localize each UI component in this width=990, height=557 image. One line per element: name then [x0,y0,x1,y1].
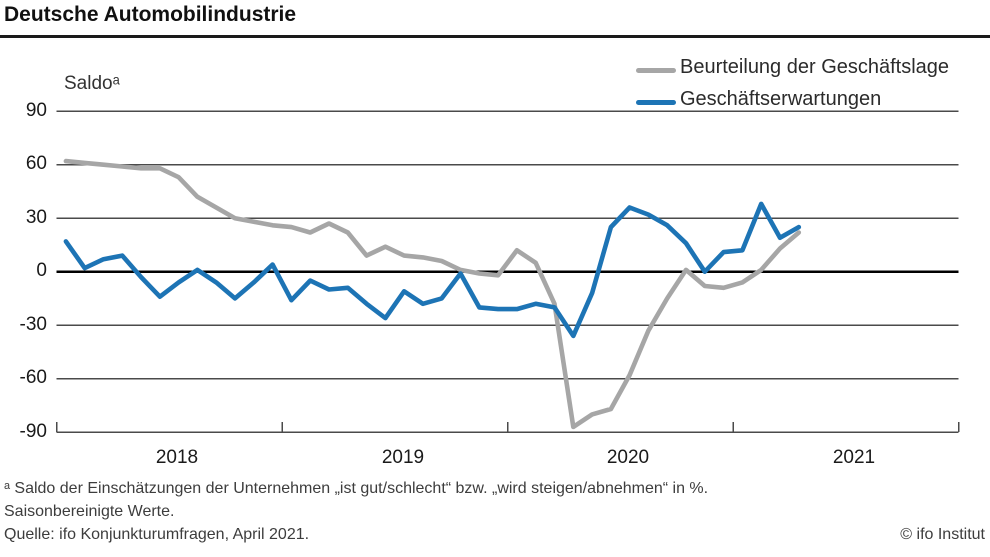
footnote-source: Quelle: ifo Konjunkturumfragen, April 20… [4,526,310,543]
footnote-line-2: Saisonbereinigte Werte. [4,503,175,520]
y-tick-60: 60 [25,153,47,174]
copyright-note: © ifo Institut [900,526,985,543]
y-tick-m90: -90 [19,421,47,442]
x-tick-2019: 2019 [381,447,425,468]
legend-item-erwartungen: Geschäftserwartungen [636,88,990,120]
legend-label-lage: Beurteilung der Geschäftslage [680,56,950,78]
x-tick-2021: 2021 [832,447,876,468]
series-line-erwartungen [63,201,802,339]
legend-swatch-erwartungen [636,100,676,105]
y-axis-title: Saldoᵃ [64,73,120,94]
y-tick-30: 30 [25,207,47,228]
y-tick-90: 90 [25,100,47,121]
title-rule [0,35,990,38]
page-title: Deutsche Automobilindustrie [4,3,297,26]
legend-item-lage: Beurteilung der Geschäftslage [636,56,990,88]
y-tick-m30: -30 [19,314,47,335]
series-line-lage [63,158,802,430]
legend-swatch-lage [636,68,676,73]
chart-legend: Beurteilung der Geschäftslage Geschäftse… [636,56,990,120]
y-tick-0: 0 [36,260,47,281]
x-tick-2020: 2020 [606,447,650,468]
footnote-line-1: ᵃ Saldo der Einschätzungen der Unternehm… [4,480,709,497]
x-tick-2018: 2018 [155,447,199,468]
legend-label-erwartungen: Geschäftserwartungen [680,88,882,110]
y-tick-m60: -60 [19,367,47,388]
